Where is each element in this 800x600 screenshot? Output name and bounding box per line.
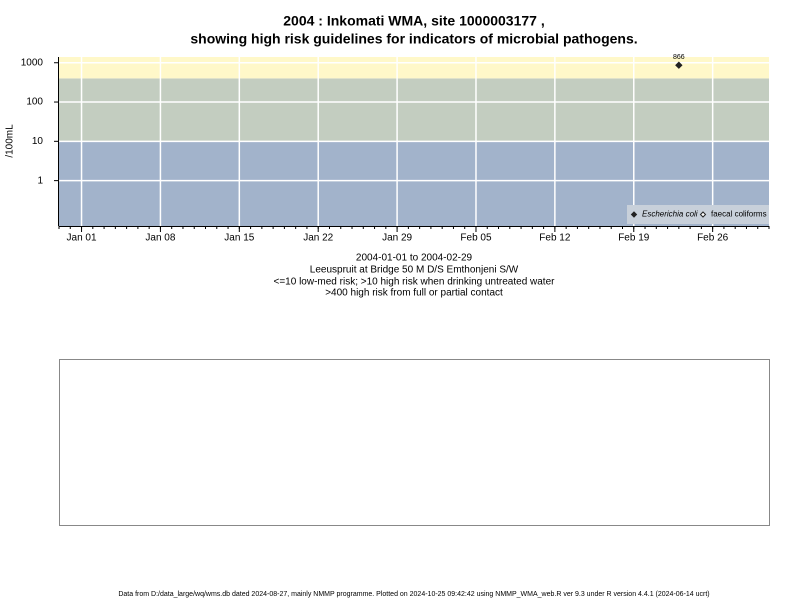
x-tick-label: Jan 15 — [224, 233, 254, 244]
y-tick-label: 1 — [37, 175, 43, 186]
legend-label: faecal coliforms — [711, 210, 767, 219]
note: Leeuspruit at Bridge 50 M D/S Emthonjeni… — [310, 265, 519, 276]
legend-box — [627, 205, 769, 224]
legend-marker — [699, 211, 707, 218]
footer: Data from D:/data_large/wq/wms.db dated … — [118, 591, 709, 598]
note: >400 high risk from full or partial cont… — [325, 288, 503, 299]
data-label: 866 — [673, 54, 685, 61]
y-tick-label: 100 — [26, 97, 43, 108]
empty-panel — [59, 359, 770, 526]
x-tick-label: Jan 08 — [145, 233, 175, 244]
x-tick-label: Feb 05 — [460, 233, 492, 244]
legend-marker — [630, 211, 638, 218]
y-tick-label: 1000 — [21, 57, 44, 68]
x-tick-label: Jan 01 — [67, 233, 97, 244]
y-tick-label: 10 — [32, 136, 44, 147]
risk-band — [59, 57, 769, 79]
note: 2004-01-01 to 2004-02-29 — [356, 253, 473, 264]
note: <=10 low-med risk; >10 high risk when dr… — [274, 277, 556, 288]
x-tick-label: Feb 12 — [539, 233, 571, 244]
x-tick-label: Feb 26 — [697, 233, 729, 244]
point — [675, 61, 683, 69]
chart-title: 2004 : Inkomati WMA, site 1000003177 , — [283, 13, 544, 29]
x-tick-label: Jan 29 — [382, 233, 412, 244]
y-axis-label: /100mL — [5, 124, 16, 158]
chart-subtitle: showing high risk guidelines for indicat… — [190, 31, 637, 47]
x-tick-label: Jan 22 — [303, 233, 333, 244]
legend-label: Escherichia coli — [642, 210, 698, 219]
x-tick-label: Feb 19 — [618, 233, 650, 244]
risk-band — [59, 78, 769, 142]
